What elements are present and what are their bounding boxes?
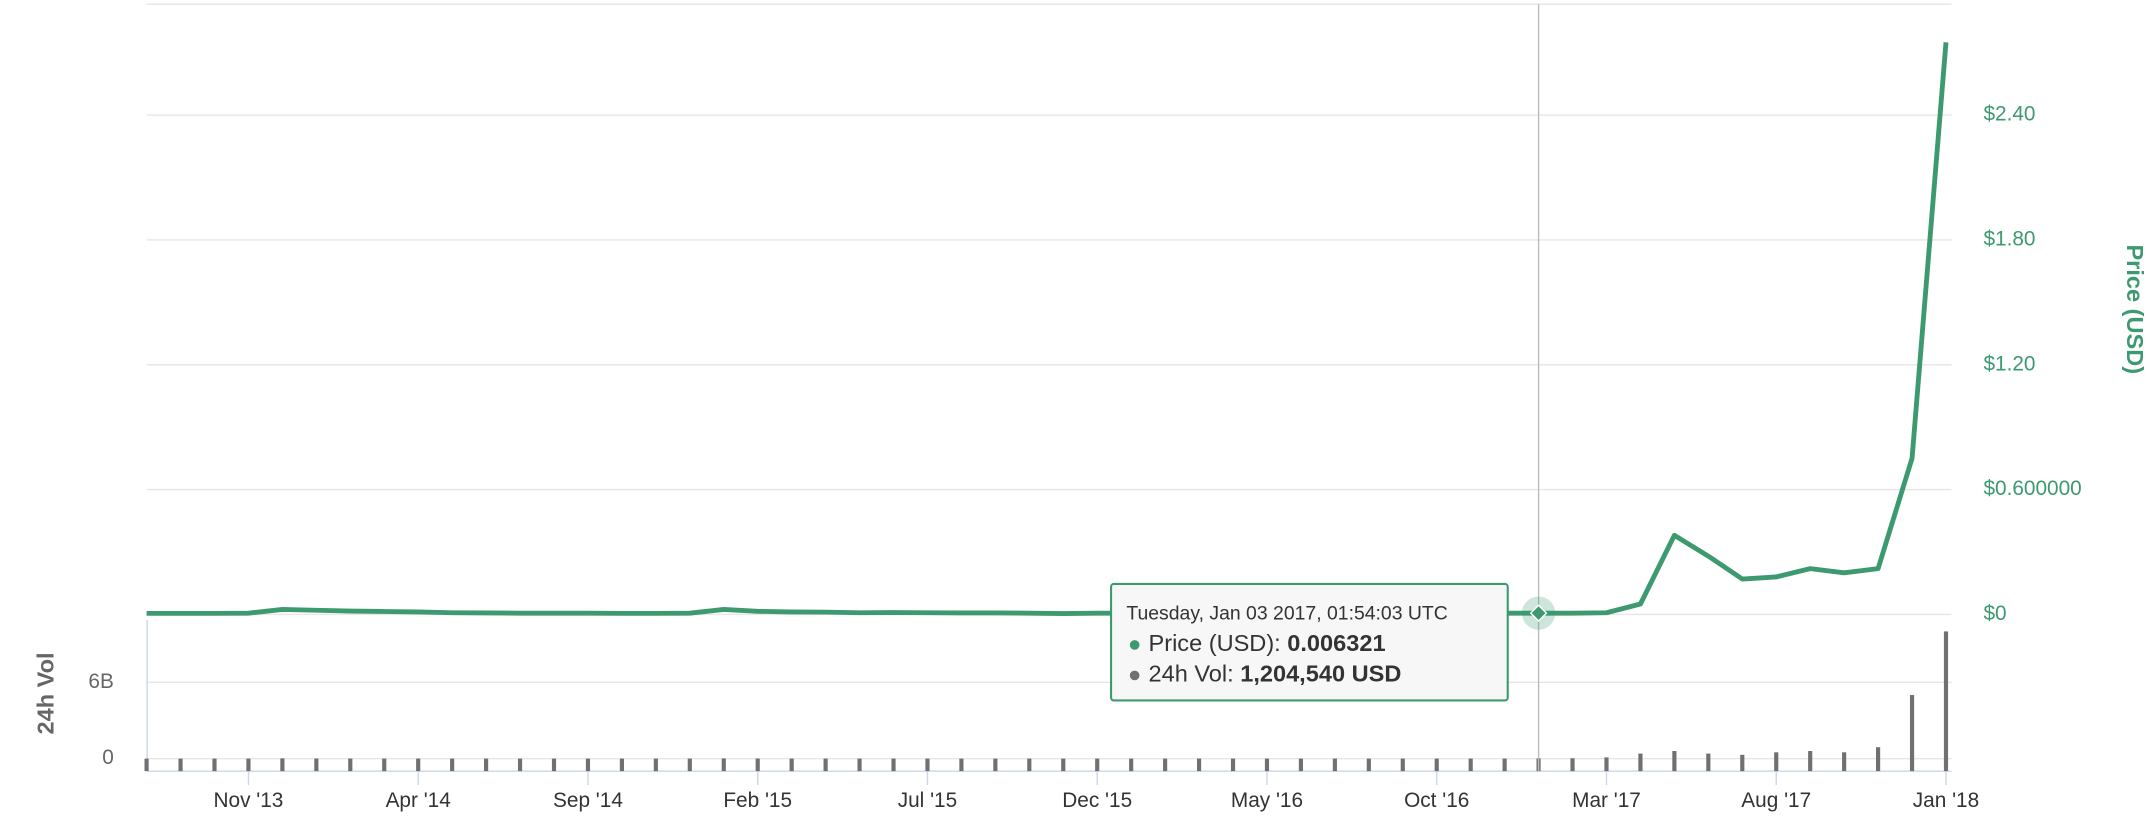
tooltip-bullet: [1129, 670, 1140, 681]
volume-bar: [891, 758, 896, 772]
volume-bar: [1570, 758, 1575, 772]
y2-axis-title: 24h Vol: [33, 652, 59, 734]
y2-tick-label: 6B: [88, 670, 113, 693]
hover-marker: [1529, 604, 1548, 622]
volume-bar: [484, 758, 489, 772]
volume-bar: [1196, 758, 1202, 772]
volume-bar: [619, 758, 624, 772]
y2-tick-label: 0: [102, 746, 114, 769]
tooltip-box: [1110, 582, 1509, 702]
volume-bar: [1740, 754, 1745, 772]
volume-bar: [382, 758, 387, 772]
y-tick-label: $2.40: [1983, 103, 2035, 126]
volume-bar: [1366, 758, 1371, 772]
x-tick-label: Feb '15: [723, 789, 792, 812]
x-tick-label: Sep '14: [553, 789, 623, 812]
volume-bar: [1400, 758, 1405, 772]
volume-bar: [1129, 758, 1134, 772]
volume-bar: [755, 758, 760, 772]
volume-bar: [925, 758, 930, 772]
volume-bar: [1332, 758, 1337, 772]
volume-bar: [1706, 753, 1711, 772]
volume-bar: [1095, 758, 1100, 772]
y-tick-label: $0: [1983, 602, 2006, 625]
tooltip-date: Tuesday, Jan 03 2017, 01:54:03 UTC: [1126, 603, 1447, 625]
volume-bar: [1502, 758, 1507, 772]
tooltip-value: 0.006321: [1287, 630, 1385, 656]
tooltip-row: Price (USD): 0.006321: [1149, 630, 1386, 656]
x-tick-label: May '16: [1231, 789, 1303, 812]
tooltip-label: Price (USD):: [1149, 630, 1281, 656]
volume-bar: [823, 758, 828, 772]
volume-bar: [1638, 753, 1643, 772]
volume-bar: [144, 758, 149, 772]
volume-bar: [1027, 758, 1032, 772]
volume-bar: [1842, 752, 1847, 772]
volume-bar: [1434, 758, 1439, 772]
volume-bar: [857, 758, 862, 772]
volume-bar: [1604, 757, 1609, 772]
volume-bar: [1774, 752, 1779, 772]
volume-bar: [1298, 758, 1304, 772]
volume-bar: [789, 758, 794, 772]
x-tick-label: Oct '16: [1404, 789, 1469, 812]
volume-bar: [450, 758, 455, 772]
tooltip-label: 24h Vol:: [1149, 661, 1234, 687]
volume-bar: [1230, 758, 1236, 772]
x-tick-label: Nov '13: [214, 789, 284, 812]
price-line: [146, 42, 1949, 617]
volume-bar: [246, 758, 251, 772]
volume-bar: [1264, 758, 1270, 772]
volume-bar: [687, 758, 692, 772]
volume-bar: [1672, 751, 1677, 772]
volume-bar: [517, 758, 523, 772]
y-tick-label: $1.20: [1983, 352, 2035, 375]
volume-bar: [551, 758, 557, 772]
volume-bar: [1163, 758, 1168, 772]
x-tick-label: Aug '17: [1741, 789, 1811, 812]
volume-bar: [314, 758, 319, 772]
x-tick-label: Apr '14: [386, 789, 451, 812]
volume-bar: [178, 758, 183, 772]
volume-bar: [348, 758, 353, 772]
volume-bar: [585, 758, 591, 772]
y-tick-label: $0.600000: [1983, 477, 2081, 500]
volume-bar: [1468, 758, 1473, 772]
volume-bar: [1876, 747, 1881, 772]
tooltip-row: 24h Vol: 1,204,540 USD: [1149, 661, 1402, 687]
x-tick-label: Dec '15: [1062, 789, 1132, 812]
volume-bar: [653, 758, 658, 772]
volume-bar: [416, 758, 421, 772]
volume-bar: [1909, 695, 1915, 772]
x-tick-label: Mar '17: [1572, 789, 1641, 812]
volume-bar: [1943, 631, 1949, 772]
volume-bar: [993, 758, 998, 772]
volume-bar: [280, 758, 285, 772]
tooltip-value: 1,204,540 USD: [1240, 661, 1401, 687]
volume-bar: [959, 758, 964, 772]
tooltip-bullet: [1129, 640, 1140, 650]
y-tick-label: $1.80: [1983, 227, 2035, 250]
volume-bar: [1061, 758, 1066, 772]
volume-bar: [212, 758, 217, 772]
x-tick-label: Jan '18: [1913, 789, 1979, 812]
y-axis-title: Price (USD): [2122, 244, 2148, 374]
tooltip: Tuesday, Jan 03 2017, 01:54:03 UTC Price …: [1110, 582, 1509, 702]
volume-bar: [721, 758, 726, 772]
x-tick-label: Jul '15: [898, 789, 957, 812]
volume-bar: [1808, 751, 1813, 772]
